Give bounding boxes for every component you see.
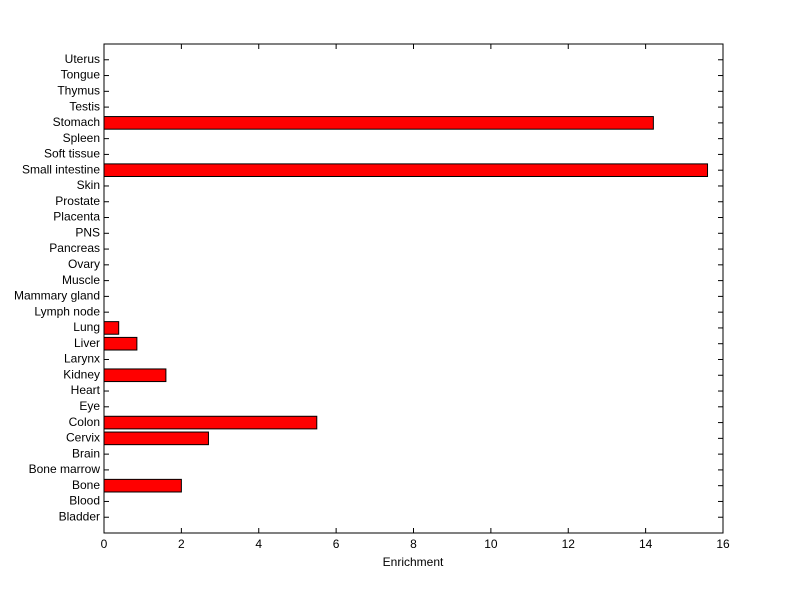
y-tick-label: Bone marrow — [29, 462, 101, 476]
x-axis-label: Enrichment — [383, 555, 444, 569]
y-tick-label: Skin — [77, 178, 100, 192]
y-tick-label: Brain — [72, 446, 100, 460]
x-tick-label: 4 — [255, 537, 262, 551]
y-tick-label: Heart — [71, 383, 101, 397]
y-tick-label: Lung — [73, 320, 100, 334]
bar — [103, 321, 120, 335]
bar — [103, 415, 318, 430]
x-tick-label: 14 — [639, 537, 653, 551]
y-tick-label: Liver — [74, 336, 100, 350]
y-tick-label: Ovary — [68, 257, 100, 271]
y-tick-label: Small intestine — [22, 162, 100, 176]
y-tick-label: Bone — [72, 478, 100, 492]
y-tick-label: Placenta — [53, 210, 100, 224]
y-tick-label: PNS — [75, 225, 100, 239]
y-tick-label: Colon — [69, 415, 100, 429]
bar — [103, 431, 209, 446]
x-tick-label: 0 — [101, 537, 108, 551]
bar — [103, 368, 167, 383]
y-tick-label: Cervix — [66, 431, 100, 445]
y-tick-label: Soft tissue — [44, 147, 100, 161]
y-tick-label: Uterus — [65, 52, 100, 66]
y-tick-label: Lymph node — [34, 304, 100, 318]
y-tick-label: Stomach — [53, 115, 100, 129]
y-tick-label: Bladder — [59, 509, 100, 523]
y-tick-label: Pancreas — [49, 241, 100, 255]
x-tick-label: 2 — [178, 537, 185, 551]
y-tick-label: Kidney — [63, 367, 100, 381]
y-tick-label: Testis — [69, 99, 100, 113]
y-tick-label: Prostate — [55, 194, 100, 208]
bar — [103, 116, 654, 130]
bar — [103, 478, 182, 493]
y-tick-label: Eye — [79, 399, 100, 413]
y-tick-label: Mammary gland — [14, 289, 100, 303]
bar — [103, 336, 138, 351]
x-tick-label: 8 — [410, 537, 417, 551]
y-tick-label: Blood — [69, 494, 100, 508]
y-tick-label: Spleen — [63, 131, 100, 145]
x-tick-label: 16 — [716, 537, 730, 551]
x-tick-label: 10 — [484, 537, 498, 551]
y-tick-label: Tongue — [61, 68, 101, 82]
y-tick-label: Larynx — [64, 352, 100, 366]
x-tick-label: 12 — [562, 537, 576, 551]
y-tick-label: Thymus — [57, 83, 100, 97]
y-tick-label: Muscle — [62, 273, 100, 287]
bar — [103, 163, 709, 178]
x-tick-label: 6 — [333, 537, 340, 551]
